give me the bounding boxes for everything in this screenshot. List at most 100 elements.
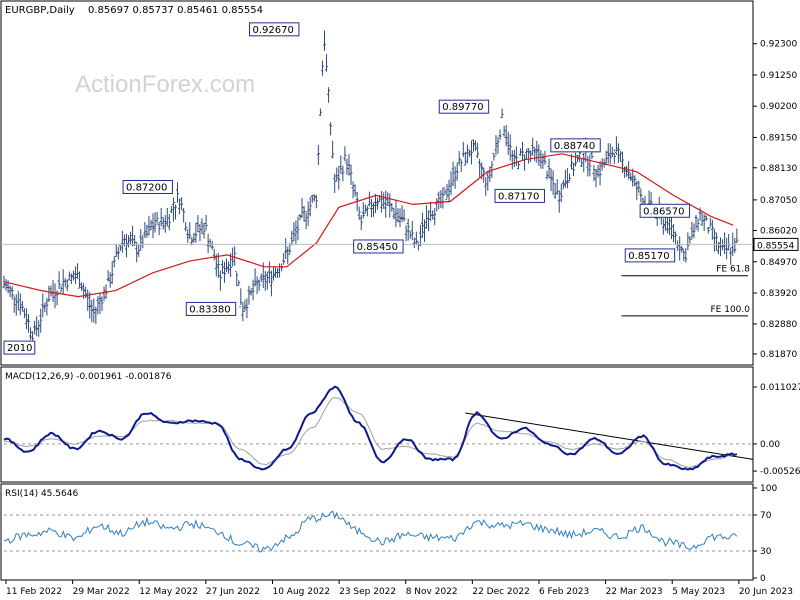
price-y-tick: 0.83920 xyxy=(760,289,797,299)
price-bar xyxy=(127,235,131,248)
rsi-y-tick: 70 xyxy=(760,511,772,521)
price-bar xyxy=(416,241,420,251)
watermark: ActionForex.com xyxy=(75,71,255,98)
price-bar xyxy=(302,205,306,222)
price-bar xyxy=(57,271,61,290)
price-bar xyxy=(394,200,398,228)
price-bar xyxy=(325,53,329,72)
price-bar xyxy=(371,202,375,217)
price-bar xyxy=(682,249,686,262)
price-label: 0.85170 xyxy=(624,248,676,263)
price-bar xyxy=(239,288,243,308)
price-bar xyxy=(278,263,282,278)
x-date-label: 6 Feb 2023 xyxy=(539,587,589,597)
price-bar xyxy=(692,223,696,239)
price-bar xyxy=(704,215,708,222)
price-bar xyxy=(26,314,30,333)
rsi-y-tick: 30 xyxy=(760,547,772,557)
price-bar xyxy=(369,198,373,218)
price-bar xyxy=(43,303,47,312)
price-bar xyxy=(204,214,208,231)
price-bar xyxy=(551,170,555,195)
price-bar xyxy=(547,158,551,179)
price-bar xyxy=(333,173,337,194)
price-bar xyxy=(525,149,529,160)
price-bar xyxy=(241,302,245,322)
price-bar xyxy=(312,194,316,202)
fe-level-label: FE 100.0 xyxy=(711,305,751,315)
price-bar xyxy=(684,247,688,263)
price-bar xyxy=(606,143,610,164)
price-bar xyxy=(710,219,714,240)
price-bar xyxy=(512,149,516,167)
price-bar xyxy=(322,30,326,51)
price-bar xyxy=(621,151,625,173)
price-bar xyxy=(359,214,363,231)
price-label: 0.88740 xyxy=(550,138,601,153)
price-bar xyxy=(600,158,604,171)
price-bar xyxy=(249,289,253,296)
price-bar xyxy=(131,225,135,247)
price-bar xyxy=(690,221,694,240)
price-y-tick: 0.81870 xyxy=(760,350,797,360)
price-bar xyxy=(298,214,302,221)
price-bar xyxy=(49,285,53,297)
price-bar xyxy=(269,270,273,297)
price-bar xyxy=(463,151,467,166)
price-bar xyxy=(343,146,347,162)
x-date-label: 10 Aug 2022 xyxy=(272,587,330,597)
svg-text:0.89770: 0.89770 xyxy=(442,102,483,113)
price-bar xyxy=(10,286,14,300)
price-bar xyxy=(563,169,567,188)
price-bar xyxy=(670,214,674,240)
price-bar xyxy=(412,237,416,248)
svg-text:0.92670: 0.92670 xyxy=(253,25,294,36)
price-bar xyxy=(47,285,51,302)
price-bar xyxy=(555,179,559,195)
price-bar xyxy=(553,183,557,199)
price-bar xyxy=(612,153,616,165)
price-bar xyxy=(351,181,355,199)
price-bar xyxy=(329,122,333,136)
rsi-line xyxy=(3,510,738,553)
price-bar xyxy=(173,202,177,220)
price-bar xyxy=(678,236,682,261)
price-bar xyxy=(733,238,737,253)
price-bar xyxy=(225,258,229,272)
price-bar xyxy=(457,150,461,166)
macd-layer xyxy=(3,385,754,471)
price-bar xyxy=(73,266,77,284)
price-bar xyxy=(702,214,706,232)
price-bar xyxy=(706,227,710,234)
x-date-label: 29 Mar 2022 xyxy=(73,587,130,597)
price-bar xyxy=(143,222,147,239)
macd-line xyxy=(3,385,738,471)
price-bar xyxy=(467,149,471,157)
price-bar xyxy=(729,247,733,265)
price-bar xyxy=(388,193,392,218)
price-bar xyxy=(406,218,410,241)
price-bar xyxy=(382,192,386,209)
price-bar xyxy=(465,144,469,164)
price-bar xyxy=(392,208,396,220)
price-bar xyxy=(402,209,406,222)
price-bar xyxy=(129,231,133,246)
price-bar xyxy=(153,212,157,233)
price-bar xyxy=(290,230,294,246)
price-bar xyxy=(335,167,339,182)
price-bar xyxy=(580,158,584,168)
price-bar xyxy=(94,306,98,325)
price-bar xyxy=(688,235,692,244)
price-bar xyxy=(523,154,527,171)
price-bar xyxy=(235,271,239,287)
price-bar xyxy=(429,201,433,221)
price-bar xyxy=(284,238,288,259)
price-bar xyxy=(549,168,553,192)
price-bar xyxy=(674,231,678,245)
price-bar xyxy=(500,108,504,119)
price-bar xyxy=(476,142,480,159)
price-bar xyxy=(137,244,141,257)
price-bar xyxy=(35,316,39,337)
price-bar xyxy=(161,217,165,230)
price-bar xyxy=(14,294,18,316)
